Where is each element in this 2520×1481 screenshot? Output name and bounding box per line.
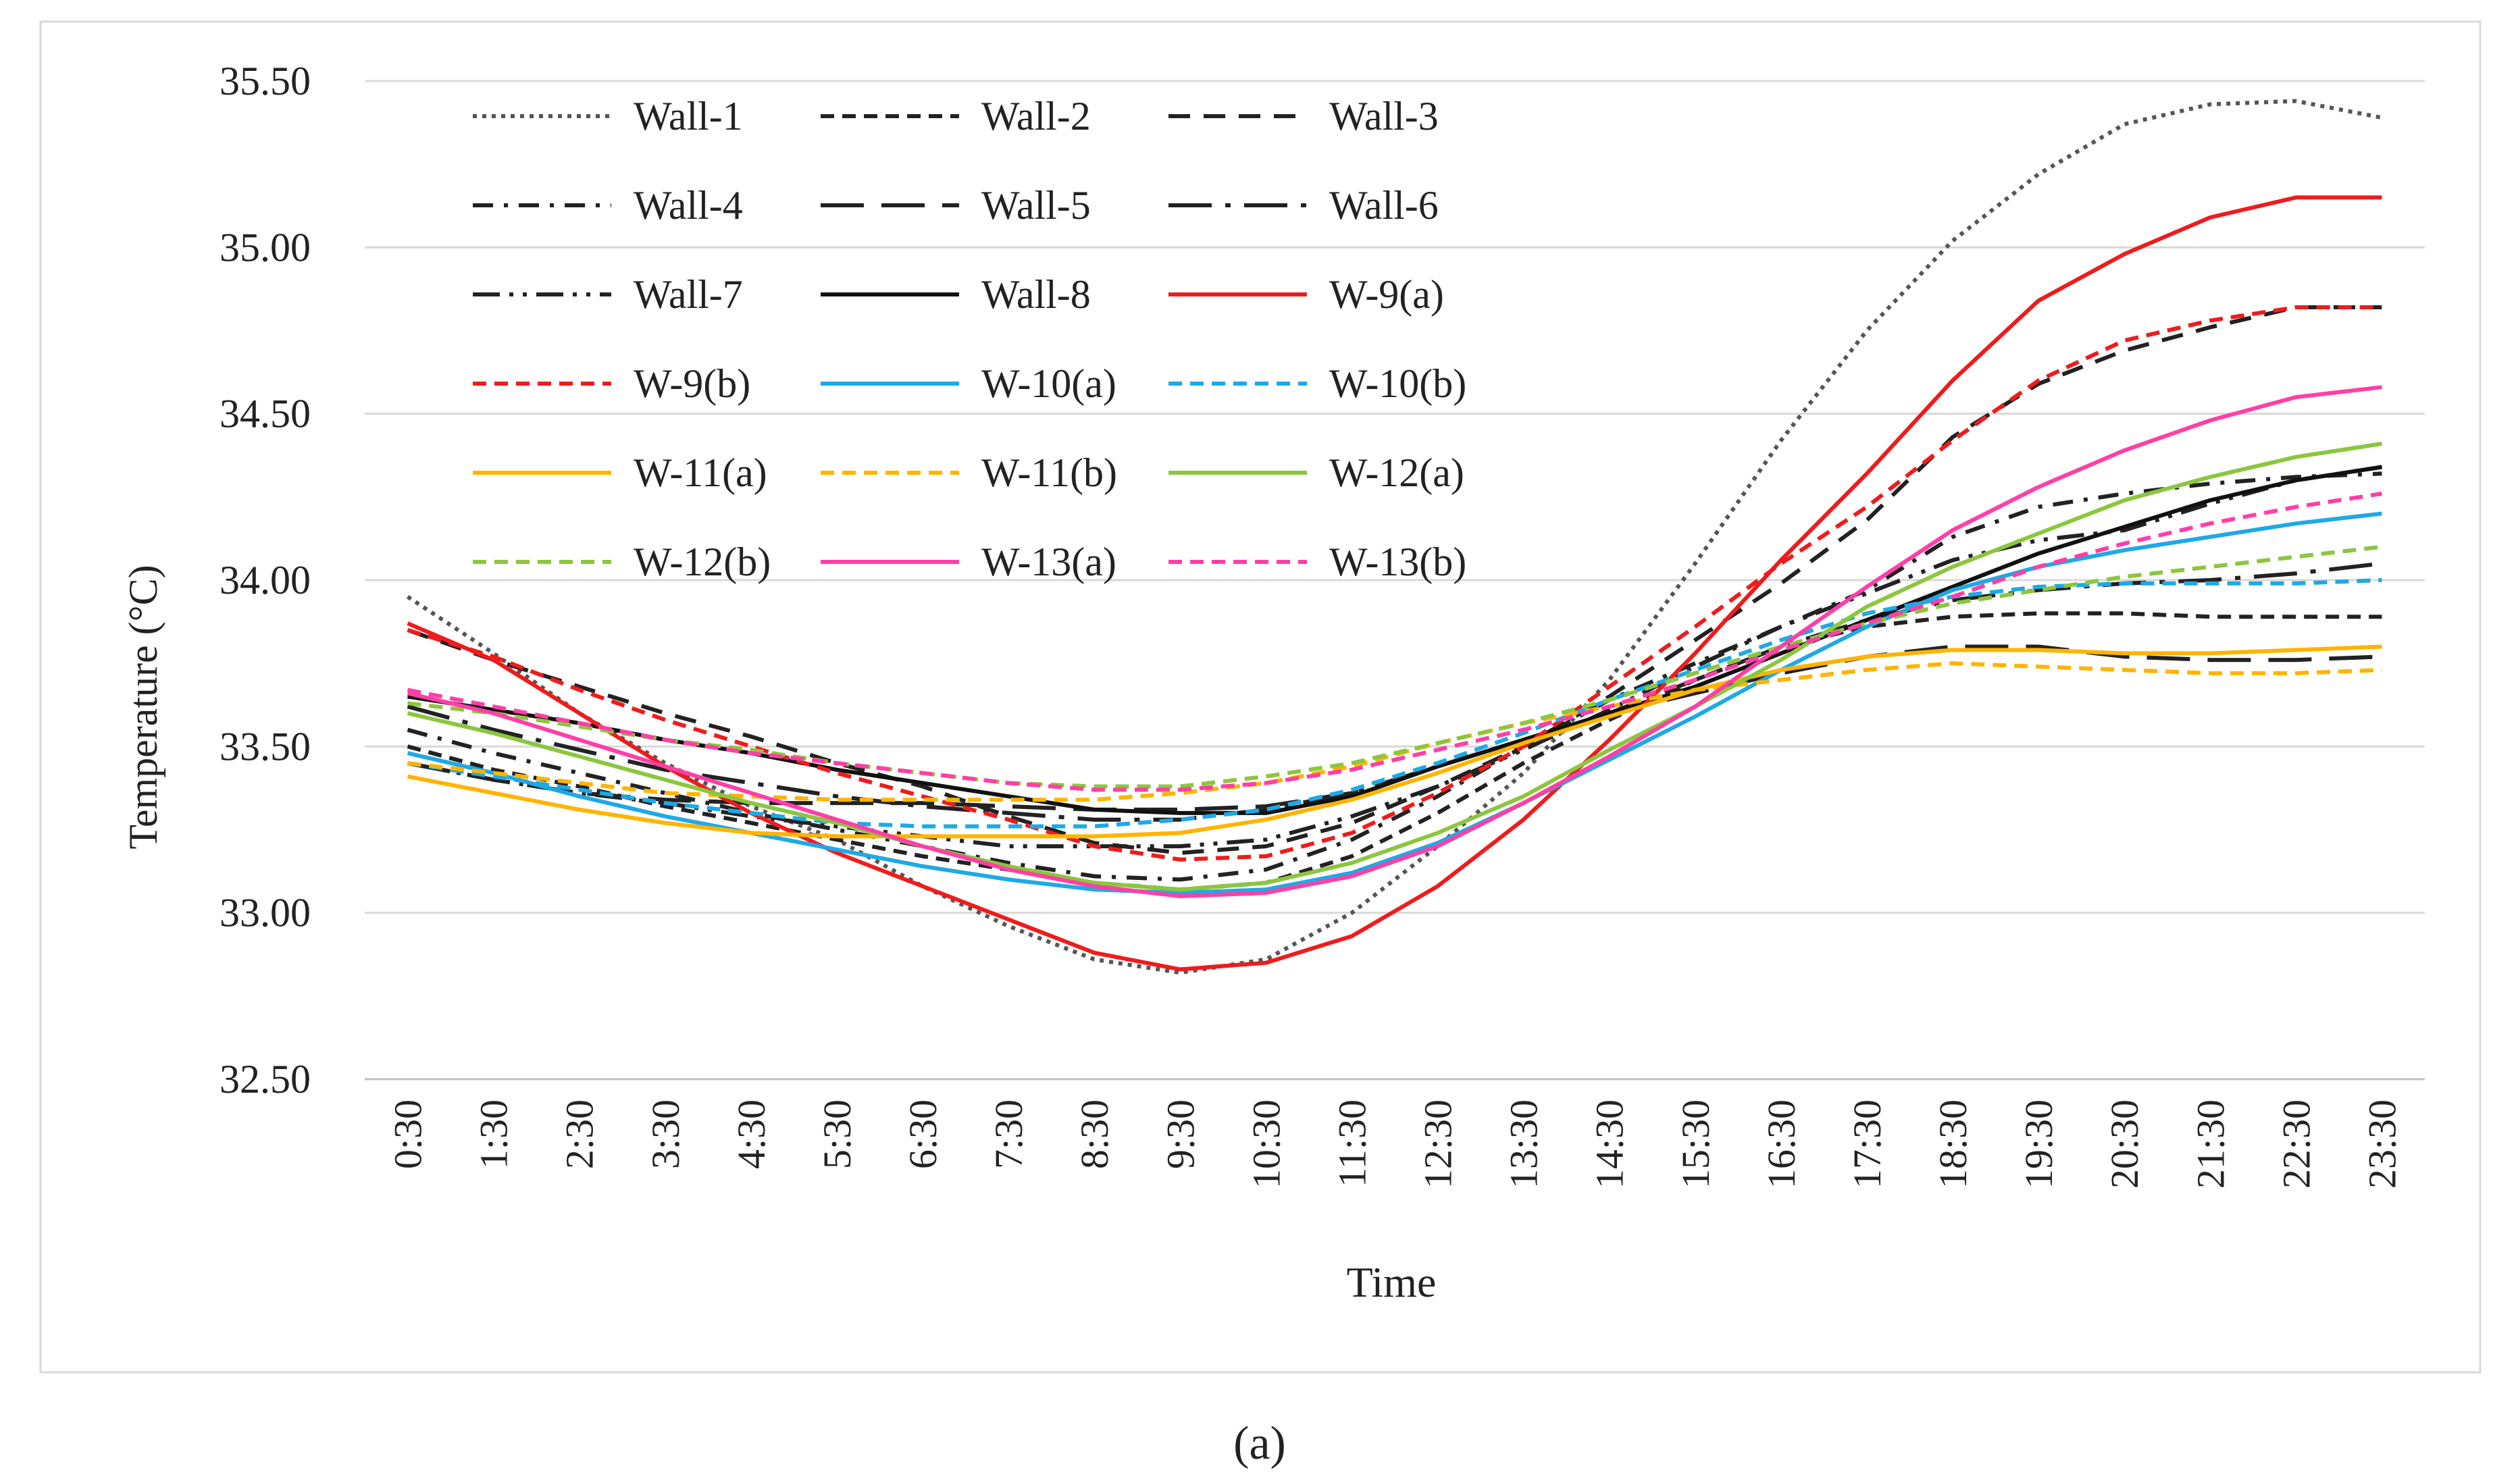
series-line-w-10-b [407,578,2382,829]
x-tick-label: 1:30 [472,1099,516,1169]
legend: Wall-1 Wall-2 Wall-3 Wall-4 Wall-5 Wall-6 Wall… [473,94,1466,584]
series-line-w-9-a [407,195,2382,972]
x-axis-title: Time [1347,1258,1437,1306]
legend-label: Wall-6 [1329,183,1439,228]
legend-label: W-9(a) [1329,272,1444,317]
series-line-wall-7 [407,465,2382,849]
legend-label: W-12(b) [634,540,771,584]
series-line-w-9-b [407,305,2382,862]
legend-label: W-13(b) [1329,540,1466,584]
legend-label: W-13(a) [981,540,1116,584]
legend-label: W-10(b) [1329,361,1466,406]
x-tick-label: 17:30 [1845,1099,1889,1189]
series-lines [406,99,2383,975]
x-tick-label: 2:30 [558,1099,602,1169]
x-tick-label: 23:30 [2360,1099,2404,1189]
legend-label: W-12(a) [1329,450,1464,495]
x-tick-label: 20:30 [2103,1099,2146,1189]
x-tick-label: 16:30 [1759,1099,1803,1189]
legend-label: Wall-7 [634,272,743,317]
series-line-w-13-b [407,491,2382,792]
y-tick-label: 33.50 [220,724,311,769]
x-tick-label: 21:30 [2188,1099,2232,1189]
legend-label: W-9(b) [634,361,750,406]
x-tick-label: 13:30 [1502,1099,1546,1189]
x-axis-ticks: 0:30 1:30 2:30 3:30 4:30 5:30 6:30 7:30 8:30 9:30… [386,1099,2405,1189]
series-line-w-12-b [407,544,2382,789]
legend-label: W-11(b) [981,450,1117,495]
series-line-w-12-a [407,442,2382,892]
y-tick-label: 33.00 [220,891,311,935]
y-tick-label: 34.50 [220,392,311,436]
y-axis-title: Temperature (°C) [121,565,165,849]
series-line-w-11-b [407,661,2382,802]
series-line-wall-2 [407,611,2382,892]
x-tick-label: 12:30 [1416,1099,1460,1189]
y-axis-ticks: 32.50 33.00 33.50 34.00 34.50 35.00 35.50 [220,59,311,1101]
series-line-wall-3 [407,305,2382,855]
legend-label: Wall-3 [1329,94,1439,138]
x-tick-label: 14:30 [1588,1099,1632,1189]
y-tick-label: 35.50 [220,59,311,103]
x-tick-label: 15:30 [1674,1099,1718,1189]
y-tick-label: 35.00 [220,225,311,269]
legend-label: Wall-8 [981,272,1091,317]
x-tick-label: 9:30 [1158,1099,1202,1169]
legend-label: Wall-1 [634,94,743,138]
series-line-w-11-a [407,644,2382,839]
x-tick-label: 19:30 [2017,1099,2061,1189]
legend-label: W-11(a) [634,450,767,495]
x-tick-label: 18:30 [1931,1099,1975,1189]
x-tick-label: 0:30 [386,1099,430,1169]
legend-label: Wall-5 [981,183,1091,228]
x-tick-label: 7:30 [987,1099,1031,1169]
x-tick-label: 3:30 [644,1099,688,1169]
x-tick-label: 10:30 [1244,1099,1288,1189]
x-tick-label: 22:30 [2274,1099,2318,1189]
x-tick-label: 8:30 [1073,1099,1116,1169]
series-line-w-13-a [407,385,2382,898]
legend-label: Wall-2 [981,94,1091,138]
y-tick-label: 32.50 [220,1057,311,1101]
x-tick-label: 11:30 [1330,1099,1374,1187]
figure-caption: (a) [1233,1418,1286,1470]
legend-label: Wall-4 [634,183,743,228]
y-tick-label: 34.00 [220,558,311,602]
x-tick-label: 4:30 [729,1099,773,1169]
legend-label: W-10(a) [981,361,1116,406]
x-tick-label: 5:30 [815,1099,859,1169]
series-line-wall-1 [406,99,2383,975]
x-tick-label: 6:30 [901,1099,945,1169]
